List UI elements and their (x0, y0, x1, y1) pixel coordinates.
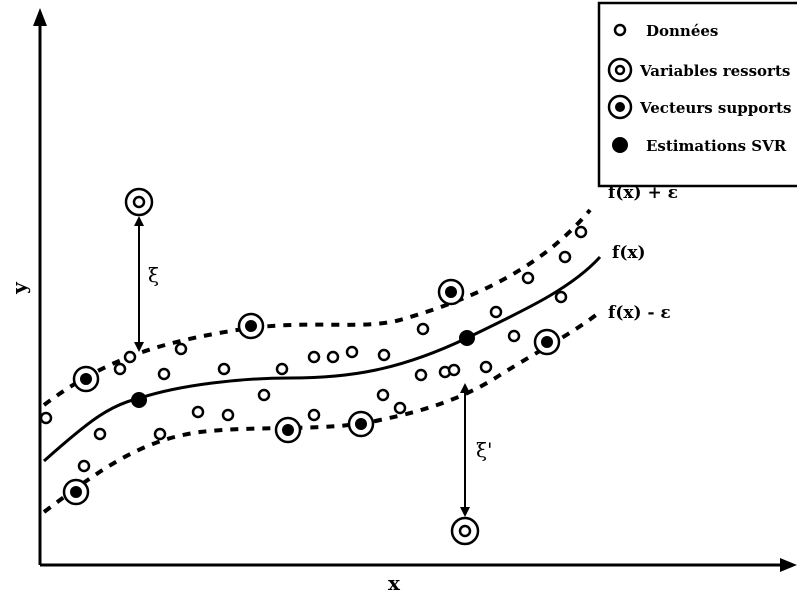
support-vector (274, 416, 302, 444)
data-point (554, 290, 568, 304)
x-axis-arrowhead (780, 558, 797, 572)
data-point (77, 459, 91, 473)
data-point (307, 350, 321, 364)
data-point (153, 427, 167, 441)
legend-label-data-point: Données (646, 22, 718, 40)
legend-label-support-vector: Vecteurs supports (639, 99, 792, 117)
support-vector (347, 410, 375, 438)
data-point (217, 362, 231, 376)
legend-label-svr-estimate: Estimations SVR (646, 137, 787, 155)
slack-variable-lower (450, 516, 480, 546)
support-vector (62, 478, 90, 506)
data-point (377, 348, 391, 362)
data-point (489, 305, 503, 319)
support-vector (437, 278, 465, 306)
slack-variables (124, 187, 480, 546)
data-point (376, 388, 390, 402)
data-point (257, 388, 271, 402)
support-vector (533, 328, 561, 356)
legend-item-support-vector: Vecteurs supports (607, 94, 792, 120)
lower-slack-label: ξ' (476, 438, 493, 462)
legend-item-svr-estimate: Estimations SVR (612, 137, 787, 155)
data-point (221, 408, 235, 422)
regression-curve-label: f(x) (612, 243, 646, 263)
data-point (93, 427, 107, 441)
slack-variable-upper (124, 187, 154, 217)
svr-estimate-point (459, 330, 475, 346)
lower-margin-curve (42, 310, 602, 514)
data-point (447, 363, 461, 377)
data-point (345, 345, 359, 359)
x-axis-label: x (388, 571, 401, 595)
lower-margin-label: f(x) - ε (608, 303, 671, 323)
data-point (326, 350, 340, 364)
legend: Données Variables ressorts Vecteurs supp… (597, 1, 797, 188)
data-point (123, 350, 137, 364)
svr-estimate-symbol (612, 137, 628, 153)
regression-curve (43, 255, 602, 463)
y-axis-label: y (7, 281, 31, 295)
upper-slack-label: ξ (148, 263, 159, 287)
data-point (414, 368, 428, 382)
support-vector (72, 365, 100, 393)
svr-estimate-point (131, 392, 147, 408)
data-point (191, 405, 205, 419)
data-point (307, 408, 321, 422)
data-point (174, 342, 188, 356)
data-point (558, 250, 572, 264)
svr-estimates (131, 330, 475, 408)
legend-label-slack-variable: Variables ressorts (639, 62, 790, 80)
support-vector (237, 312, 265, 340)
data-point (574, 225, 588, 239)
data-point (393, 401, 407, 415)
data-point (275, 362, 289, 376)
data-point (39, 411, 53, 425)
upper-margin-curve (42, 208, 592, 407)
support-vectors (62, 278, 561, 506)
legend-box (597, 1, 797, 188)
legend-item-data-point: Données (613, 22, 718, 40)
upper-margin-label: f(x) + ε (608, 183, 678, 203)
data-point (507, 329, 521, 343)
legend-item-slack-variable: Variables ressorts (607, 57, 790, 83)
data-point-symbol (613, 23, 627, 37)
data-point (479, 360, 493, 374)
data-point (113, 362, 127, 376)
data-point (416, 322, 430, 336)
y-axis-arrowhead (33, 8, 47, 26)
data-points (39, 225, 588, 473)
data-point (521, 271, 535, 285)
data-point (157, 367, 171, 381)
